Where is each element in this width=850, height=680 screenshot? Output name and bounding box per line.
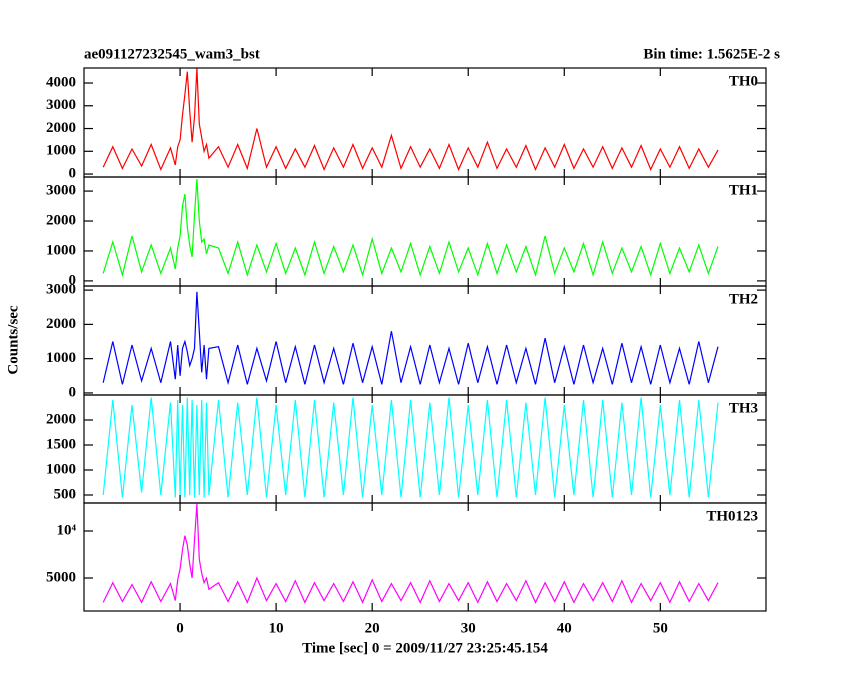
panel-frame	[83, 285, 767, 396]
panel-label: TH3	[729, 400, 758, 416]
light-curve	[102, 68, 719, 172]
y-tick-label: 3000	[46, 183, 76, 199]
y-tick-label: 1000	[46, 242, 76, 258]
panel-label: TH0123	[706, 508, 758, 524]
y-tick-label: 3000	[46, 97, 76, 113]
x-tick-label: 0	[176, 620, 184, 636]
panel-label: TH1	[729, 182, 758, 198]
y-axis-label: Counts/sec	[5, 305, 21, 375]
light-curve	[102, 503, 719, 604]
y-tick-label: 1000	[46, 461, 76, 477]
y-tick-label: 1000	[46, 350, 76, 366]
y-tick-label: 1000	[46, 143, 76, 159]
y-tick-label: 2000	[46, 212, 76, 228]
chart-title: ae091127232545_wam3_bst	[84, 46, 260, 62]
y-tick-label: 0	[69, 165, 77, 181]
y-tick-label: 0	[69, 272, 77, 288]
light-curve	[102, 179, 719, 278]
chart-subtitle: Bin time: 1.5625E-2 s	[643, 46, 780, 62]
y-tick-label: 500	[54, 486, 77, 502]
y-tick-label: 2000	[46, 120, 76, 136]
x-tick-label: 30	[461, 620, 476, 636]
x-axis-label: Time [sec] 0 = 2009/11/27 23:25:45.154	[302, 640, 548, 656]
panel-frame	[83, 176, 767, 287]
panel-label: TH0	[729, 73, 758, 89]
x-tick-label: 20	[365, 620, 380, 636]
y-tick-label: 2000	[46, 411, 76, 427]
light-curve	[102, 291, 719, 386]
y-tick-label: 1500	[46, 436, 76, 452]
panel-frame	[83, 502, 767, 612]
light-curve	[102, 397, 719, 498]
x-tick-label: 50	[653, 620, 668, 636]
y-tick-label: 4000	[46, 74, 76, 90]
x-tick-label: 40	[557, 620, 572, 636]
y-tick-label: 3000	[46, 282, 76, 298]
panel-label: TH2	[729, 291, 758, 307]
y-tick-label: 2000	[46, 316, 76, 332]
y-tick-label: 0	[69, 384, 77, 400]
y-tick-label: 10⁴	[57, 522, 77, 538]
x-tick-label: 10	[269, 620, 284, 636]
y-tick-label: 5000	[46, 569, 76, 585]
